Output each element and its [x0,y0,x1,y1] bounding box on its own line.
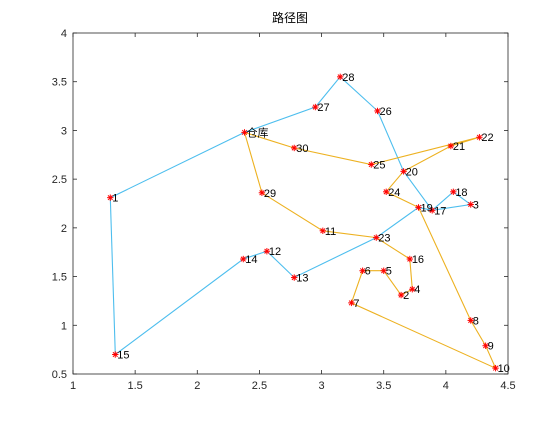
point-label-17: 17 [434,205,446,217]
chart-title: 路径图 [272,10,308,25]
point-marker-20 [400,168,407,175]
y-tick-label: 2.5 [52,174,67,186]
point-marker-24 [383,188,390,196]
point-marker-8 [467,317,474,324]
point-marker-19 [415,204,422,211]
point-label-26: 26 [380,106,392,118]
point-label-depot: 仓库 [247,125,269,139]
point-marker-23 [373,234,380,241]
point-label-19: 19 [421,202,433,214]
point-marker-2 [397,291,405,299]
point-marker-5 [380,267,387,274]
point-marker-11 [319,227,327,234]
point-marker-13 [291,274,298,281]
point-label-21: 21 [453,141,465,153]
point-marker-depot [241,129,248,136]
point-marker-15 [112,351,119,358]
point-marker-10 [492,364,499,372]
point-label-1: 1 [112,193,118,205]
point-marker-25 [368,161,375,168]
point-label-29: 29 [264,188,276,200]
x-tick-label: 1 [70,380,76,392]
point-label-2: 2 [403,290,409,302]
y-tick-label: 2 [61,223,67,235]
point-marker-14 [240,255,247,263]
point-marker-28 [337,73,344,81]
point-marker-27 [312,103,319,111]
x-tick-label: 4 [443,380,449,392]
point-marker-26 [374,107,381,115]
point-label-12: 12 [269,246,281,258]
x-tick-label: 3.5 [376,380,391,392]
y-tick-label: 3 [61,125,67,137]
point-label-22: 22 [481,132,493,144]
point-label-9: 9 [488,341,494,353]
x-tick-label: 2 [194,380,200,392]
point-label-7: 7 [353,298,359,310]
point-label-11: 11 [325,226,336,238]
point-label-20: 20 [406,166,418,178]
point-marker-7 [348,299,355,307]
point-label-16: 16 [412,254,424,266]
x-tick-label: 4.5 [500,380,515,392]
point-label-5: 5 [386,266,392,278]
point-label-10: 10 [498,363,510,375]
point-label-18: 18 [455,187,467,199]
point-marker-9 [482,342,489,349]
y-tick-label: 1 [61,320,67,332]
point-marker-16 [406,255,414,263]
point-marker-4 [409,286,416,293]
x-tick-label: 2.5 [252,380,267,392]
point-label-14: 14 [245,254,257,266]
point-label-4: 4 [414,284,420,296]
x-tick-label: 3 [319,380,325,392]
point-marker-21 [447,142,455,150]
point-label-3: 3 [473,199,479,211]
point-marker-18 [450,188,457,196]
point-marker-3 [467,201,474,208]
point-label-25: 25 [373,160,385,172]
point-labels-layer: 1 仓库 4 5 6 7 8 9 10 11 12 13 14 15 16 17 18 19 2 20 21 22 23 24… [112,72,510,375]
axes-layer: 1 1.5 2 2.5 3 3.5 4 4.50.511.522.533.54 [52,28,516,392]
point-marker-29 [258,189,266,196]
y-tick-label: 4 [61,28,67,40]
point-marker-6 [359,267,366,274]
route-line-2 [243,131,497,370]
point-marker-22 [476,134,483,141]
point-label-6: 6 [365,266,371,278]
point-marker-30 [291,144,298,152]
point-label-15: 15 [117,350,129,362]
axes-box [72,32,509,375]
y-tick-label: 1.5 [52,272,67,284]
y-tick-label: 3.5 [52,77,67,89]
point-marker-1 [107,194,114,201]
point-label-13: 13 [296,273,308,285]
x-tick-label: 1.5 [127,380,142,392]
route-line-1 [109,76,473,356]
point-label-24: 24 [388,187,400,199]
point-label-23: 23 [378,233,390,245]
point-label-30: 30 [296,143,308,155]
point-label-28: 28 [342,72,354,84]
point-label-27: 27 [317,102,329,114]
y-tick-label: 0.5 [52,369,67,381]
point-marker-17 [428,207,436,214]
point-label-8: 8 [473,315,479,327]
routes-layer [109,76,497,370]
point-marker-12 [263,248,271,255]
markers-layer [107,73,499,372]
